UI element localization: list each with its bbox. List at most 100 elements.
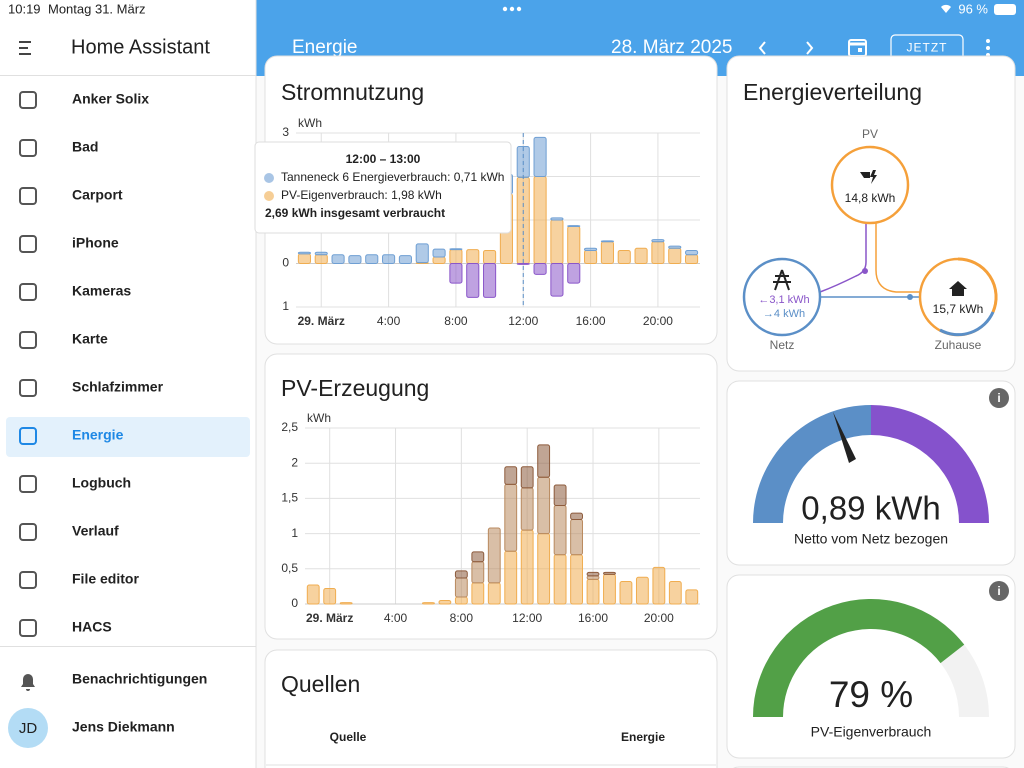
sidebar-item[interactable]: Carport bbox=[72, 187, 123, 203]
x-tick-label: 8:00 bbox=[444, 314, 468, 328]
bar bbox=[471, 551, 485, 563]
chart-title: PV-Erzeugung bbox=[281, 375, 429, 401]
gauge-fill bbox=[753, 598, 965, 717]
item-icon bbox=[19, 475, 37, 493]
sidebar-item[interactable]: Schlafzimmer bbox=[72, 379, 164, 395]
y-tick-label: 1 bbox=[282, 299, 289, 313]
now-button-label: JETZT bbox=[907, 41, 948, 55]
tooltip-total: 2,69 kWh insgesamt verbraucht bbox=[265, 206, 445, 220]
home-value: 15,7 kWh bbox=[933, 302, 984, 316]
info-icon: i bbox=[997, 391, 1000, 405]
charts: Stromnutzung kWh 1 0 1 2 3 29. März 4:00 8:00 12:0… bbox=[254, 79, 700, 625]
info-button[interactable] bbox=[989, 581, 1009, 601]
grid-icon bbox=[773, 269, 791, 291]
flow-dot bbox=[907, 294, 913, 300]
bar bbox=[586, 578, 600, 605]
gauge bbox=[753, 598, 989, 717]
bar bbox=[603, 573, 616, 605]
bar bbox=[634, 247, 648, 264]
sidebar-item[interactable]: HACS bbox=[72, 619, 112, 635]
home-label: Zuhause bbox=[935, 338, 982, 352]
sidebar-item[interactable]: Verlauf bbox=[72, 523, 119, 539]
y-tick-label: 2,5 bbox=[281, 420, 298, 434]
info-button[interactable] bbox=[989, 388, 1009, 408]
pv-value: 14,8 kWh bbox=[845, 191, 896, 205]
bar bbox=[415, 243, 429, 264]
bar bbox=[331, 254, 345, 265]
x-tick-label: 8:00 bbox=[450, 611, 474, 625]
sidebar bbox=[0, 0, 256, 768]
sidebar-item[interactable]: Energie bbox=[72, 427, 124, 443]
menu-button[interactable] bbox=[19, 41, 31, 55]
grid-node[interactable] bbox=[742, 257, 822, 337]
sidebar-item[interactable]: Karte bbox=[72, 331, 108, 347]
item-icon bbox=[19, 139, 37, 157]
bar bbox=[471, 582, 485, 605]
bar bbox=[668, 245, 682, 249]
pv-node[interactable] bbox=[830, 145, 910, 225]
sidebar-item[interactable]: File editor bbox=[72, 571, 139, 587]
bell-icon bbox=[21, 674, 35, 691]
bar bbox=[438, 599, 452, 605]
tooltip-line: PV-Eigenverbrauch: 1,98 kWh bbox=[281, 188, 442, 202]
bar bbox=[567, 263, 581, 284]
sidebar-item[interactable]: Kameras bbox=[72, 283, 131, 299]
sidebar-item[interactable]: Bad bbox=[72, 139, 98, 155]
bar bbox=[685, 589, 699, 605]
item-icon bbox=[19, 91, 37, 109]
sidebar-title: Home Assistant bbox=[71, 36, 210, 58]
bar bbox=[339, 602, 353, 605]
bar bbox=[432, 256, 446, 265]
y-tick-label: 0,5 bbox=[281, 561, 298, 575]
bar bbox=[570, 512, 583, 521]
bar bbox=[466, 263, 480, 298]
sidebar-item[interactable]: Logbuch bbox=[72, 475, 131, 491]
status-battery: 96 % bbox=[958, 1, 988, 16]
bar bbox=[323, 588, 337, 605]
prev-button[interactable] bbox=[758, 41, 766, 55]
flow-lines bbox=[819, 223, 930, 298]
bar bbox=[533, 136, 547, 178]
x-tick-label: 4:00 bbox=[377, 314, 401, 328]
bar bbox=[586, 571, 600, 577]
bar bbox=[520, 487, 534, 531]
next-button[interactable] bbox=[806, 41, 814, 55]
avatar[interactable] bbox=[8, 708, 48, 748]
bar bbox=[314, 251, 328, 256]
bar bbox=[567, 225, 581, 228]
bar bbox=[619, 580, 633, 605]
tooltip-swatch bbox=[264, 191, 274, 201]
tooltip-swatch bbox=[264, 173, 274, 183]
sources-title: Quellen bbox=[281, 671, 360, 697]
gauge-needle bbox=[833, 412, 856, 463]
item-icon bbox=[19, 427, 37, 445]
status-date: Montag 31. März bbox=[48, 1, 146, 16]
bar bbox=[553, 504, 567, 556]
sidebar-item[interactable]: iPhone bbox=[72, 235, 119, 251]
item-icon bbox=[19, 187, 37, 205]
y-tick-label: 1,5 bbox=[281, 491, 298, 505]
status-dots bbox=[502, 6, 522, 12]
bar bbox=[651, 239, 665, 243]
x-tick-label: 20:00 bbox=[644, 611, 674, 625]
user-name[interactable]: Jens Diekmann bbox=[72, 719, 175, 735]
bar bbox=[297, 251, 311, 255]
notifications-item[interactable]: Benachrichtigungen bbox=[72, 671, 207, 687]
bar bbox=[586, 575, 600, 580]
gauge-value: 0,89 kWh bbox=[801, 490, 940, 527]
date-label: 28. März 2025 bbox=[611, 37, 732, 58]
home-icon bbox=[949, 281, 967, 296]
home-ring-pv bbox=[957, 257, 998, 313]
bar bbox=[504, 483, 518, 552]
battery-icon bbox=[994, 4, 1016, 15]
bar bbox=[553, 554, 567, 605]
bar bbox=[471, 561, 485, 584]
bar bbox=[348, 255, 362, 264]
bar bbox=[668, 580, 682, 605]
tooltip-title: 12:00 – 13:00 bbox=[346, 152, 421, 166]
bar bbox=[422, 602, 435, 605]
sidebar-item[interactable]: Anker Solix bbox=[72, 91, 149, 107]
pv-icon bbox=[860, 170, 877, 184]
bar bbox=[487, 582, 501, 605]
